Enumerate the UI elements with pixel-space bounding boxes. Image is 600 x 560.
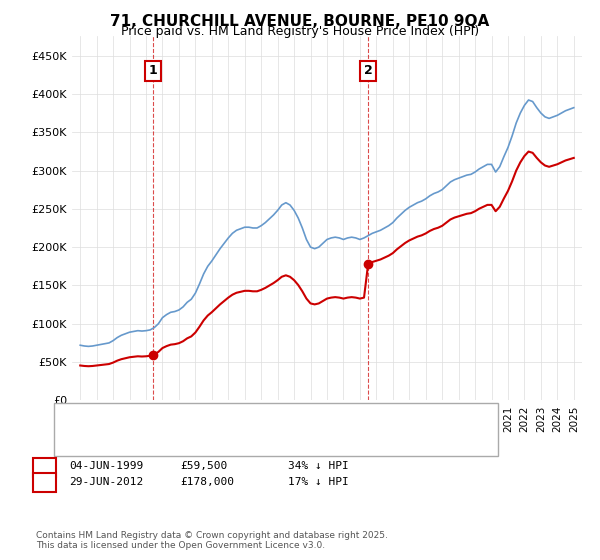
Text: 71, CHURCHILL AVENUE, BOURNE, PE10 9QA: 71, CHURCHILL AVENUE, BOURNE, PE10 9QA — [110, 14, 490, 29]
Text: 34% ↓ HPI: 34% ↓ HPI — [288, 461, 349, 471]
Text: 04-JUN-1999: 04-JUN-1999 — [69, 461, 143, 471]
Text: £178,000: £178,000 — [180, 477, 234, 487]
Text: HPI: Average price, detached house, South Kesteven: HPI: Average price, detached house, Sout… — [108, 438, 382, 449]
Text: 1: 1 — [149, 64, 157, 77]
Text: £59,500: £59,500 — [180, 461, 227, 471]
Text: 17% ↓ HPI: 17% ↓ HPI — [288, 477, 349, 487]
Text: 2: 2 — [364, 64, 373, 77]
Text: Price paid vs. HM Land Registry's House Price Index (HPI): Price paid vs. HM Land Registry's House … — [121, 25, 479, 38]
Text: 71, CHURCHILL AVENUE, BOURNE, PE10 9QA (detached house): 71, CHURCHILL AVENUE, BOURNE, PE10 9QA (… — [108, 426, 435, 436]
Text: 1: 1 — [41, 459, 49, 473]
Text: Contains HM Land Registry data © Crown copyright and database right 2025.
This d: Contains HM Land Registry data © Crown c… — [36, 530, 388, 550]
Text: 29-JUN-2012: 29-JUN-2012 — [69, 477, 143, 487]
Text: 2: 2 — [41, 475, 49, 488]
